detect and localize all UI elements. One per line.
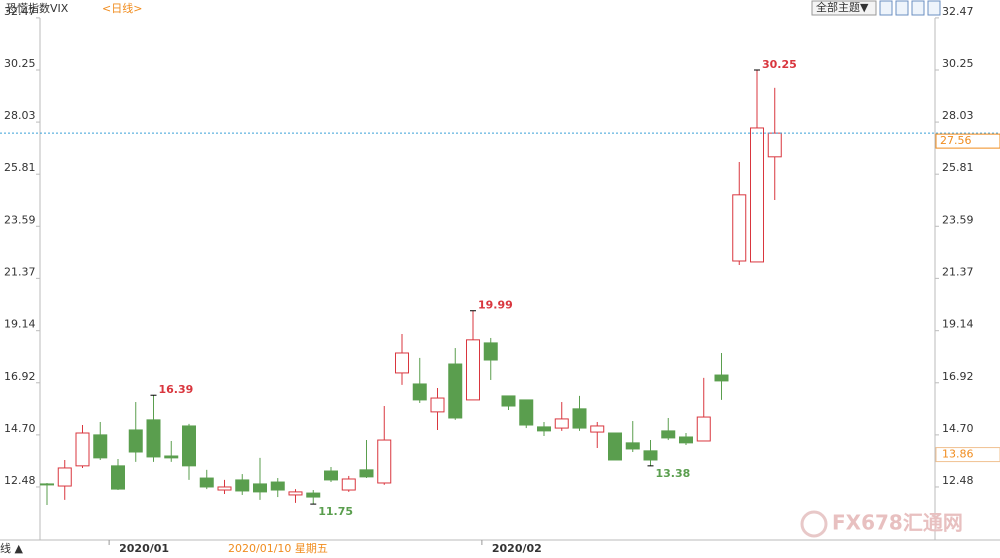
- candle-body: [448, 363, 463, 419]
- y2-tick-label: 30.25: [942, 57, 974, 70]
- theme-button-box[interactable]: [811, 0, 877, 16]
- candle-body: [235, 479, 250, 492]
- candle-body: [537, 426, 551, 432]
- candle-body: [164, 455, 179, 459]
- annotation: 30.25: [762, 58, 797, 71]
- candle-body: [590, 425, 605, 433]
- candle-body: [359, 469, 374, 478]
- marker-label-box: [935, 447, 1000, 463]
- marker-label: 13.86: [942, 448, 974, 461]
- y2-tick-label: 16.92: [942, 370, 974, 383]
- candle-body: [732, 194, 747, 262]
- tool-icon[interactable]: [911, 0, 925, 16]
- candle-body: [412, 383, 427, 401]
- candle-body: [288, 491, 303, 496]
- y2-tick-label: 19.14: [942, 318, 974, 331]
- candle-body: [750, 127, 764, 263]
- candle-body: [430, 397, 445, 413]
- annotation: 16.39: [159, 383, 194, 396]
- candle-body: [625, 442, 640, 450]
- candle-body: [679, 436, 693, 444]
- y2-tick-label: 28.03: [942, 109, 974, 122]
- candle-body: [128, 429, 143, 453]
- annotation: 19.99: [478, 299, 513, 312]
- y-tick-label: 12.48: [4, 474, 36, 487]
- crosshair-date: 2020/01/10 星期五: [228, 542, 328, 555]
- x-tick-label: 2020/02: [492, 542, 542, 555]
- candle-body: [182, 425, 196, 467]
- candle-body: [324, 470, 338, 481]
- y-tick-label: 19.14: [4, 318, 36, 331]
- candle-body: [75, 432, 90, 467]
- candle-body: [341, 478, 356, 491]
- watermark-logo: [800, 510, 828, 538]
- y-tick-label: 16.92: [4, 370, 36, 383]
- candle-body: [377, 439, 392, 484]
- annotation: 11.75: [318, 505, 353, 518]
- y2-tick-label: 21.37: [942, 265, 974, 278]
- candle-body: [466, 339, 480, 401]
- candle-body: [40, 483, 54, 486]
- price-label-box: [935, 133, 1000, 149]
- candle-body: [608, 432, 622, 461]
- x-tick-label: 2020/01: [119, 542, 169, 555]
- candle-body: [661, 430, 676, 439]
- y-tick-label: 30.25: [4, 57, 36, 70]
- y-tick-label: 23.59: [4, 213, 36, 226]
- candle-body: [519, 399, 534, 426]
- tool-icon[interactable]: [895, 0, 909, 16]
- y-tick-label: 32.47: [4, 5, 36, 18]
- tool-icon[interactable]: [879, 0, 893, 16]
- y2-tick-label: 12.48: [942, 474, 974, 487]
- y2-tick-label: 25.81: [942, 161, 974, 174]
- watermark: FX678汇通网: [832, 511, 963, 535]
- candle-body: [714, 374, 729, 382]
- chart-title: 恐慌指数VIX: [6, 1, 69, 15]
- y-tick-label: 25.81: [4, 161, 36, 174]
- candle-body: [306, 492, 321, 498]
- candle-body: [554, 418, 569, 429]
- y-tick-label: 14.70: [4, 422, 36, 435]
- bottom-left-label: 线 ▲: [0, 541, 23, 555]
- candle-body: [199, 477, 214, 488]
- candle-body: [483, 342, 498, 361]
- tool-icon[interactable]: [927, 0, 941, 16]
- price-label: 27.56: [940, 134, 972, 147]
- candle-body: [253, 483, 267, 493]
- candle-body: [501, 395, 516, 407]
- y2-tick-label: 23.59: [942, 213, 974, 226]
- candle-body: [93, 434, 108, 459]
- y-tick-label: 21.37: [4, 265, 36, 278]
- y2-tick-label: 14.70: [942, 422, 974, 435]
- chart-subtitle: <日线>: [102, 1, 142, 15]
- candle-body: [643, 450, 658, 461]
- candle-body: [217, 486, 232, 491]
- candle-body: [696, 416, 711, 442]
- y2-tick-label: 32.47: [942, 5, 974, 18]
- candle-body: [270, 481, 285, 491]
- candle-body: [57, 467, 72, 487]
- candle-body: [395, 352, 409, 374]
- candle-body: [572, 408, 587, 429]
- annotation: 13.38: [656, 467, 691, 480]
- candle-body: [111, 465, 125, 490]
- y-tick-label: 28.03: [4, 109, 36, 122]
- candle-body: [767, 132, 782, 158]
- candle-body: [146, 419, 161, 458]
- theme-button[interactable]: 全部主题▼: [816, 0, 869, 14]
